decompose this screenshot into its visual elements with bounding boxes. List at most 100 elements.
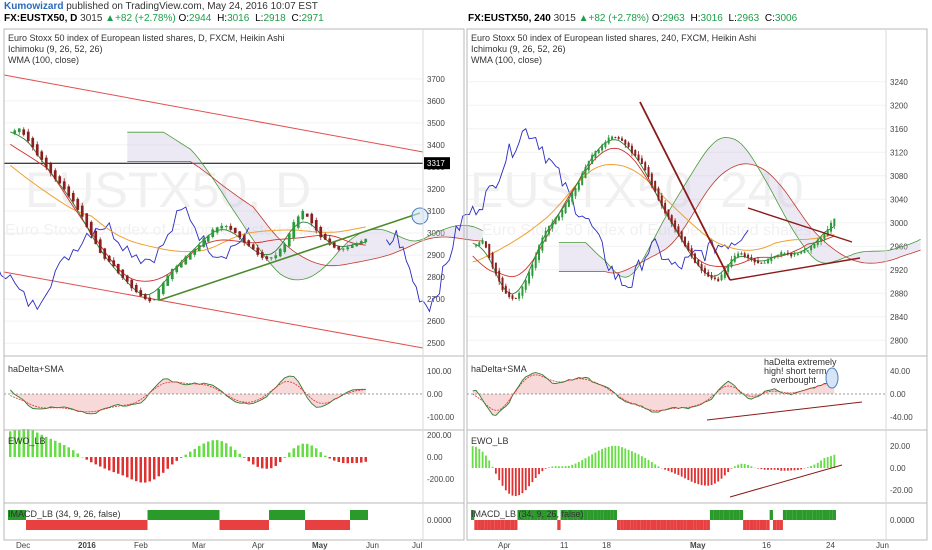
- indicator-ichimoku-right: Ichimoku (9, 26, 52, 26): [471, 44, 566, 54]
- impulse-bar: [670, 520, 674, 530]
- watermark-right-sub: Euro Stoxx 50 index of European listed s…: [482, 222, 811, 239]
- impulse-bar: [246, 520, 251, 530]
- candle-body: [143, 294, 147, 300]
- candle-body: [44, 157, 48, 168]
- candle-body: [504, 285, 507, 294]
- candle-body: [206, 235, 210, 242]
- impulse-bar: [296, 510, 301, 520]
- impulse-bar: [666, 520, 671, 530]
- author-link[interactable]: Kumowizard: [4, 1, 64, 12]
- price-tick-label: 3700: [427, 75, 445, 84]
- right-chart[interactable]: 3240 3200 3160 3120 3080 3040 3000 2960 2920 2880…: [386, 78, 921, 550]
- candle-body: [830, 222, 833, 232]
- candle-body: [260, 252, 264, 258]
- candle-body: [740, 253, 743, 255]
- impulse-bar: [699, 520, 704, 530]
- impulse-bar: [278, 510, 283, 520]
- impulse-bar: [129, 520, 134, 530]
- impulse-bar: [822, 510, 827, 520]
- wma-line: [9, 165, 366, 253]
- candle-body: [337, 246, 341, 250]
- candle-body: [780, 252, 783, 256]
- impulse-bar: [633, 520, 637, 530]
- candle-body: [614, 137, 617, 139]
- impulse-bar: [161, 510, 166, 520]
- candle-body: [660, 195, 663, 207]
- impulse-bar: [98, 520, 103, 530]
- candle-body: [193, 248, 197, 255]
- candle-body: [256, 247, 260, 255]
- impulse-bar: [600, 510, 604, 520]
- candle-body: [703, 268, 706, 274]
- candle-body: [528, 271, 531, 284]
- candle-body: [564, 203, 567, 214]
- candle-body: [786, 252, 789, 254]
- impulse-bar: [597, 510, 601, 520]
- candle-body: [587, 161, 590, 171]
- candle-body: [350, 245, 354, 248]
- candle-body: [571, 192, 574, 202]
- candle-body: [547, 225, 550, 235]
- c-key-left: C:: [291, 13, 302, 24]
- publish-header: Kumowizard published on TradingView.com,…: [0, 0, 932, 26]
- price-tick-label: 3240: [890, 78, 908, 87]
- impulse-bar: [93, 520, 98, 530]
- symbol-right[interactable]: FX:EUSTX50, 240: [468, 13, 551, 24]
- impulse-bar: [477, 520, 481, 530]
- o-key-right: O:: [651, 13, 663, 24]
- candle-body: [800, 251, 803, 254]
- impulse-bar: [116, 520, 121, 530]
- impulse-bar: [8, 510, 13, 520]
- candle-body: [684, 236, 687, 247]
- candle-body: [278, 248, 282, 257]
- change-up-icon: ▲: [105, 13, 116, 24]
- last-price-left: 3015: [80, 13, 103, 24]
- impulse-bar: [719, 510, 724, 520]
- impulse-bar: [607, 510, 611, 520]
- impulse-bar: [224, 520, 229, 530]
- impulse-bar: [560, 510, 564, 520]
- x-tick-label: 2016: [78, 541, 96, 550]
- symbol-line-left: FX:EUSTX50, D 3015 ▲+82 (+2.78%) O:2944 …: [4, 13, 327, 24]
- price-tick-label: 3040: [890, 195, 908, 204]
- candle-body: [49, 163, 53, 174]
- x-tick-label: Apr: [252, 541, 265, 550]
- candle-body: [341, 248, 345, 250]
- impulse-title-right: IMACD_LB (34, 9, 26, false): [471, 509, 584, 519]
- wma-line: [472, 163, 835, 263]
- ewo-tick-label: -20.00: [890, 486, 913, 495]
- impulse-bar: [819, 510, 823, 520]
- candle-body: [707, 272, 710, 277]
- impulse-bar: [573, 510, 578, 520]
- impulse-bar: [524, 510, 528, 520]
- left-chart-frame: [3, 28, 465, 541]
- price-label: 3317: [427, 159, 445, 168]
- candle-body: [806, 250, 809, 252]
- impulse-bar: [636, 520, 641, 530]
- candle-body: [94, 230, 98, 244]
- trend-line: [639, 101, 731, 281]
- price-tick-label: 3000: [890, 219, 908, 228]
- candle-body: [627, 142, 630, 147]
- candle-body: [561, 209, 564, 218]
- impulse-bar: [35, 520, 40, 530]
- candle-body: [763, 262, 766, 264]
- price-tick-label: 2920: [890, 266, 908, 275]
- candle-body: [730, 259, 733, 267]
- hadelta-tick-label: -40.00: [890, 413, 913, 422]
- ichimoku-lagging-span: [0, 206, 250, 311]
- impulse-title-left: IMACD_LB (34, 9, 26, false): [8, 509, 121, 519]
- price-tick-label: 2600: [427, 317, 445, 326]
- impulse-bar: [686, 520, 690, 530]
- candle-body: [229, 225, 233, 230]
- left-chart[interactable]: 3700360035003400330032003100300029002800…: [0, 74, 483, 550]
- x-tick-label: 24: [826, 541, 835, 550]
- impulse-bar: [789, 510, 793, 520]
- price-tick-label: 3200: [427, 185, 445, 194]
- symbol-left[interactable]: FX:EUSTX50, D: [4, 13, 78, 24]
- impulse-bar: [736, 510, 740, 520]
- impulse-bar: [474, 520, 478, 530]
- candle-body: [170, 268, 174, 280]
- ichimoku-span-b: [127, 161, 483, 267]
